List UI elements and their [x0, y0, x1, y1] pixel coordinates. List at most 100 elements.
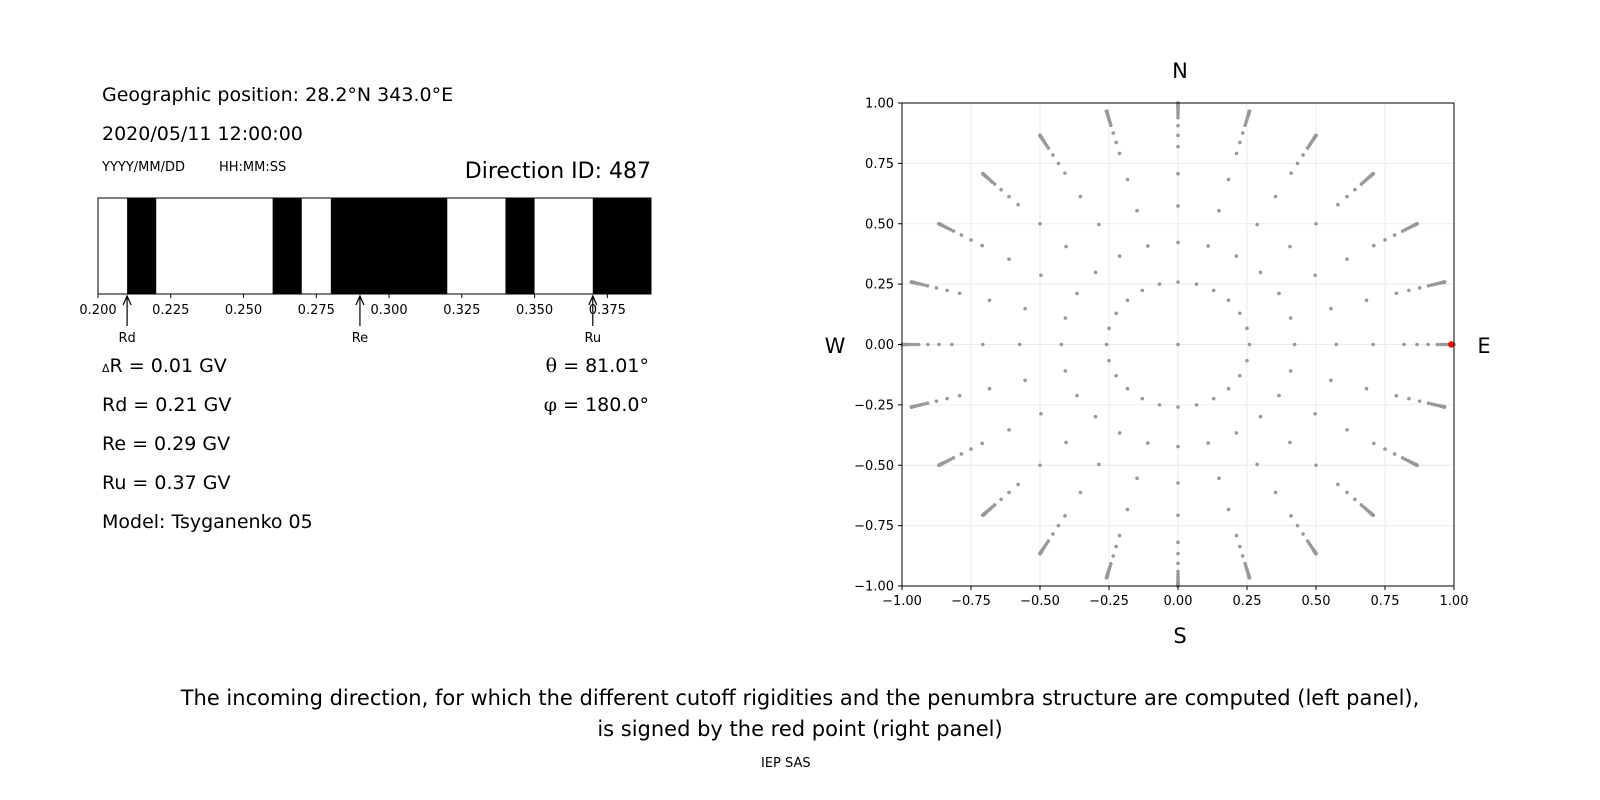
- direction-point: [1334, 342, 1339, 347]
- direction-point: [1403, 457, 1408, 462]
- forbidden-band-4: [592, 198, 651, 294]
- direction-point: [904, 342, 908, 347]
- direction-point: [1312, 548, 1316, 553]
- compass-west: W: [825, 334, 846, 358]
- direction-point: [1313, 411, 1317, 416]
- direction-point: [1370, 512, 1374, 517]
- direction-point: [1176, 240, 1180, 245]
- direction-point: [1289, 171, 1293, 175]
- direction-point: [982, 511, 987, 516]
- direction-point: [1408, 459, 1412, 464]
- direction-point: [1238, 140, 1242, 145]
- direction-point: [1105, 110, 1109, 114]
- direction-point: [1345, 490, 1349, 495]
- direction-point: [1359, 182, 1364, 186]
- direction-point: [950, 342, 954, 347]
- direction-point: [1310, 139, 1314, 144]
- direction-point: [1371, 172, 1375, 176]
- direction-point: [1125, 177, 1130, 182]
- direction-point: [1093, 270, 1098, 275]
- rd-arrow-head: [122, 294, 132, 306]
- direction-point: [1313, 134, 1318, 138]
- ru-value: Ru = 0.37 GV: [102, 472, 231, 494]
- direction-point: [1369, 173, 1374, 178]
- direction-point: [1364, 386, 1369, 391]
- direction-point: [938, 222, 942, 227]
- direction-point: [1441, 404, 1445, 409]
- direction-point: [1369, 173, 1374, 177]
- direction-point: [1007, 490, 1011, 495]
- direction-point: [1448, 342, 1452, 347]
- direction-point: [1429, 283, 1434, 287]
- phi-symbol: φ: [543, 394, 558, 416]
- direction-point: [1176, 101, 1180, 105]
- direction-point: [1107, 118, 1112, 123]
- direction-point: [1117, 431, 1122, 435]
- direction-point: [1106, 569, 1111, 573]
- direction-point: [1104, 575, 1109, 580]
- direction-point: [1367, 509, 1371, 514]
- direction-point: [1415, 342, 1419, 347]
- direction-point: [1247, 574, 1251, 578]
- direction-point: [1345, 257, 1349, 261]
- direction-point: [1308, 141, 1313, 146]
- compass-east: E: [1477, 334, 1490, 358]
- penumbra-frame: [97, 197, 652, 295]
- direction-point: [1442, 405, 1447, 409]
- direction-point: [1234, 151, 1239, 156]
- direction-point: [1440, 280, 1444, 285]
- direction-point: [1314, 133, 1318, 138]
- direction-point: [939, 223, 944, 227]
- rd-marker-label: Rd: [118, 331, 135, 346]
- direction-point: [987, 386, 992, 391]
- direction-point: [1258, 414, 1263, 419]
- direction-point: [1075, 393, 1079, 398]
- direction-point: [1007, 428, 1011, 432]
- direction-point: [1044, 143, 1049, 148]
- direction-point: [1234, 254, 1239, 258]
- direction-point: [1104, 575, 1109, 580]
- direction-point: [1038, 551, 1043, 555]
- direction-point: [969, 238, 973, 242]
- direction-point: [1105, 572, 1110, 577]
- direction-point: [1314, 551, 1318, 556]
- direction-point: [1247, 109, 1252, 114]
- direction-point: [1438, 342, 1443, 347]
- direction-point: [957, 291, 962, 296]
- direction-point: [1370, 172, 1375, 176]
- direction-point: [900, 342, 904, 347]
- direction-point: [1051, 153, 1055, 157]
- direction-point: [1353, 187, 1357, 192]
- direction-point: [1108, 564, 1112, 569]
- direction-point: [1255, 222, 1259, 227]
- direction-point: [917, 403, 922, 407]
- direction-point: [934, 286, 939, 290]
- direction-point: [1063, 369, 1068, 373]
- direction-point: [1038, 551, 1043, 555]
- direction-point: [1105, 573, 1110, 577]
- direction-point: [1176, 572, 1180, 576]
- direction-point: [1107, 566, 1112, 571]
- direction-point: [990, 180, 995, 184]
- direction-point: [1245, 569, 1250, 573]
- phi-text: = 180.0°: [557, 394, 649, 416]
- direction-point: [1413, 462, 1418, 467]
- direction-point: [986, 508, 991, 512]
- direction-point: [981, 513, 985, 517]
- x-tick-label-1: 0.225: [152, 303, 189, 318]
- direction-point: [1206, 441, 1210, 445]
- direction-point: [1436, 281, 1441, 286]
- direction-point: [900, 342, 904, 347]
- direction-point: [1056, 161, 1061, 166]
- direction-point: [1007, 194, 1011, 199]
- direction-point: [1063, 171, 1067, 175]
- direction-point: [903, 342, 908, 347]
- direction-point: [1311, 547, 1315, 551]
- direction-point: [1371, 513, 1375, 517]
- direction-point: [1226, 507, 1231, 512]
- direction-point: [909, 280, 914, 284]
- direction-point: [948, 457, 953, 462]
- direction-point: [1105, 112, 1110, 116]
- direction-point: [1438, 281, 1443, 285]
- direction-point: [981, 171, 985, 176]
